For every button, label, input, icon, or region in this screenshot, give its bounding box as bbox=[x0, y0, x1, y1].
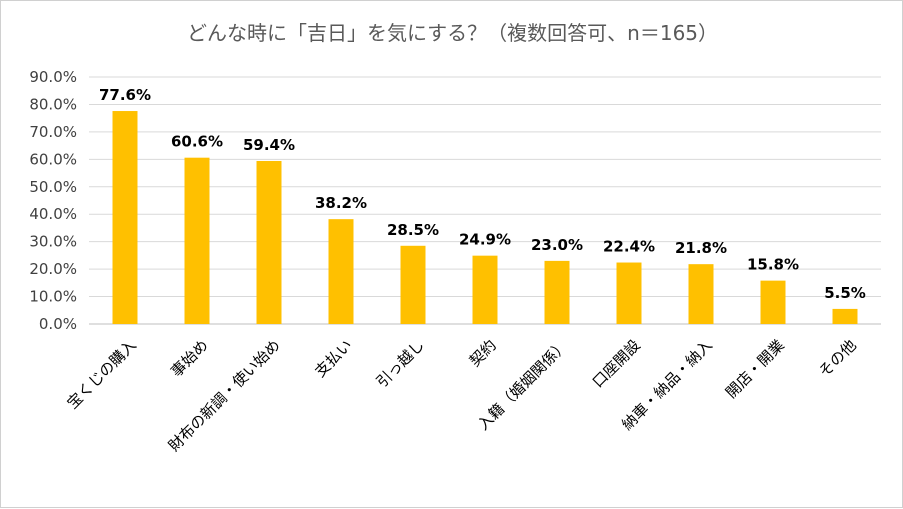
data-label: 5.5% bbox=[824, 284, 866, 302]
y-tick-label: 20.0% bbox=[29, 260, 77, 278]
bars bbox=[112, 111, 858, 324]
x-tick-label: その他 bbox=[815, 336, 860, 381]
bar bbox=[760, 280, 786, 324]
data-label: 23.0% bbox=[531, 236, 583, 254]
data-label: 59.4% bbox=[243, 136, 295, 154]
bar bbox=[256, 160, 282, 324]
y-tick-label: 90.0% bbox=[29, 68, 77, 86]
x-tick-label: 支払い bbox=[311, 336, 356, 381]
y-tick-label: 40.0% bbox=[29, 205, 77, 223]
y-tick-label: 50.0% bbox=[29, 178, 77, 196]
data-label: 60.6% bbox=[171, 133, 223, 151]
data-label: 24.9% bbox=[459, 231, 511, 249]
data-label: 77.6% bbox=[99, 86, 151, 104]
y-tick-label: 10.0% bbox=[29, 288, 77, 306]
bar bbox=[112, 111, 138, 324]
y-tick-label: 30.0% bbox=[29, 233, 77, 251]
data-label: 22.4% bbox=[603, 238, 655, 256]
x-tick-label: 開店・開業 bbox=[722, 336, 788, 402]
y-tick-label: 0.0% bbox=[39, 315, 77, 333]
bar bbox=[400, 245, 426, 324]
data-label: 21.8% bbox=[675, 239, 727, 257]
bar bbox=[184, 157, 210, 324]
y-tick-label: 70.0% bbox=[29, 123, 77, 141]
y-tick-label: 80.0% bbox=[29, 95, 77, 113]
x-tick-label: 口座開設 bbox=[589, 336, 644, 391]
chart-title: どんな時に「吉日」を気にする？（複数回答可、n＝165） bbox=[186, 21, 719, 45]
x-tick-label: 事始め bbox=[167, 336, 212, 381]
bar bbox=[328, 219, 354, 324]
data-label: 28.5% bbox=[387, 221, 439, 239]
data-labels: 77.6% 60.6% 59.4% 38.2% 28.5% 24.9% 23.0% 22.4%… bbox=[99, 86, 866, 302]
bar bbox=[616, 262, 642, 324]
y-axis-ticks: 0.0% 10.0% 20.0% 30.0% 40.0% 50.0% 60.0% 70.0% 8… bbox=[29, 68, 77, 333]
bar bbox=[832, 308, 858, 324]
bar bbox=[544, 260, 570, 324]
data-label: 15.8% bbox=[747, 256, 799, 274]
x-tick-label: 契約 bbox=[466, 336, 500, 370]
y-tick-label: 60.0% bbox=[29, 150, 77, 168]
bar bbox=[472, 255, 498, 324]
x-tick-label: 宝くじの購入 bbox=[63, 336, 139, 412]
x-tick-label: 引っ越し bbox=[373, 336, 428, 391]
data-label: 38.2% bbox=[315, 194, 367, 212]
bar bbox=[688, 264, 714, 324]
